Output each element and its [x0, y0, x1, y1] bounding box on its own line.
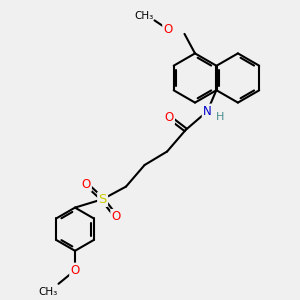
- Text: O: O: [164, 23, 172, 36]
- Text: O: O: [82, 178, 91, 191]
- Text: CH₃: CH₃: [134, 11, 154, 21]
- Text: N: N: [203, 105, 212, 118]
- Text: S: S: [98, 193, 107, 206]
- Text: O: O: [112, 210, 121, 223]
- Text: O: O: [70, 264, 80, 277]
- Text: CH₃: CH₃: [38, 287, 58, 297]
- Text: H: H: [216, 112, 224, 122]
- Text: O: O: [165, 111, 174, 124]
